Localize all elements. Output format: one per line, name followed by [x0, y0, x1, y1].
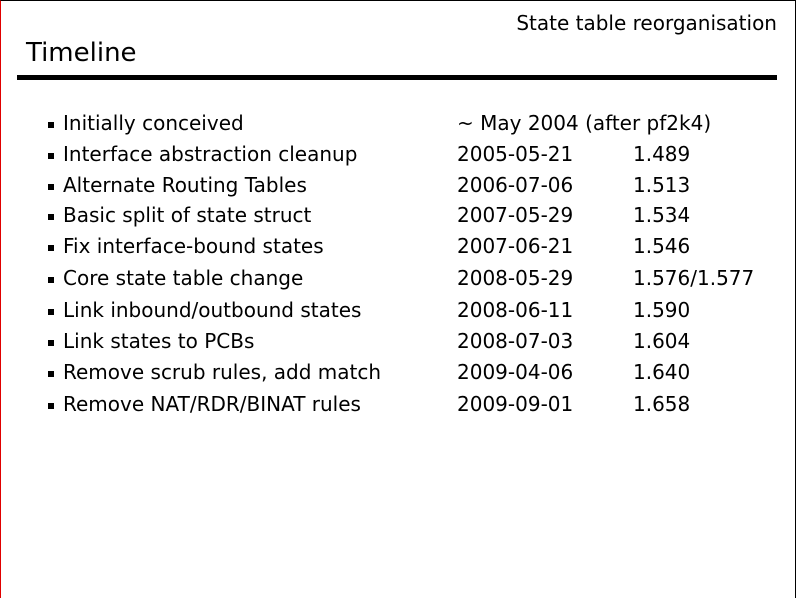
- bullet-icon: [48, 153, 54, 159]
- bullet-icon: [48, 245, 54, 251]
- bullet-icon: [48, 340, 54, 346]
- bullet-icon: [48, 184, 54, 190]
- item-revision: 1.489: [633, 142, 691, 166]
- bullet-icon: [48, 277, 54, 283]
- item-date: 2008-05-29: [457, 266, 574, 290]
- item-date: 2006-07-06: [457, 173, 574, 197]
- item-revision: 1.546: [633, 234, 691, 258]
- item-label: Link states to PCBs: [63, 329, 255, 353]
- item-revision: 1.576/1.577: [633, 266, 755, 290]
- item-label: Basic split of state struct: [63, 203, 312, 227]
- bullet-icon: [48, 309, 54, 315]
- title-divider: [17, 75, 777, 80]
- item-label: Core state table change: [63, 266, 304, 290]
- item-label: Remove scrub rules, add match: [63, 360, 382, 384]
- bullet-icon: [48, 214, 54, 220]
- slide-subtitle: State table reorganisation: [516, 11, 777, 35]
- item-revision: 1.604: [633, 329, 691, 353]
- slide-title: Timeline: [26, 38, 137, 68]
- item-label: Interface abstraction cleanup: [63, 142, 358, 166]
- item-revision: 1.590: [633, 298, 691, 322]
- bullet-icon: [48, 122, 54, 128]
- item-date: 2008-06-11: [457, 298, 574, 322]
- bullet-icon: [48, 371, 54, 377]
- item-label: Initially conceived: [63, 111, 244, 135]
- item-date: 2009-04-06: [457, 360, 574, 384]
- item-label: Remove NAT/RDR/BINAT rules: [63, 392, 361, 416]
- item-label: Alternate Routing Tables: [63, 173, 307, 197]
- item-revision: 1.640: [633, 360, 691, 384]
- item-label: Link inbound/outbound states: [63, 298, 362, 322]
- item-revision: 1.513: [633, 173, 691, 197]
- item-label: Fix interface-bound states: [63, 234, 324, 258]
- item-date: 2009-09-01: [457, 392, 574, 416]
- bullet-icon: [48, 403, 54, 409]
- item-date: ~ May 2004 (after pf2k4): [457, 111, 712, 135]
- item-date: 2005-05-21: [457, 142, 574, 166]
- item-date: 2008-07-03: [457, 329, 574, 353]
- item-revision: 1.658: [633, 392, 691, 416]
- item-revision: 1.534: [633, 203, 691, 227]
- item-date: 2007-05-29: [457, 203, 574, 227]
- item-date: 2007-06-21: [457, 234, 574, 258]
